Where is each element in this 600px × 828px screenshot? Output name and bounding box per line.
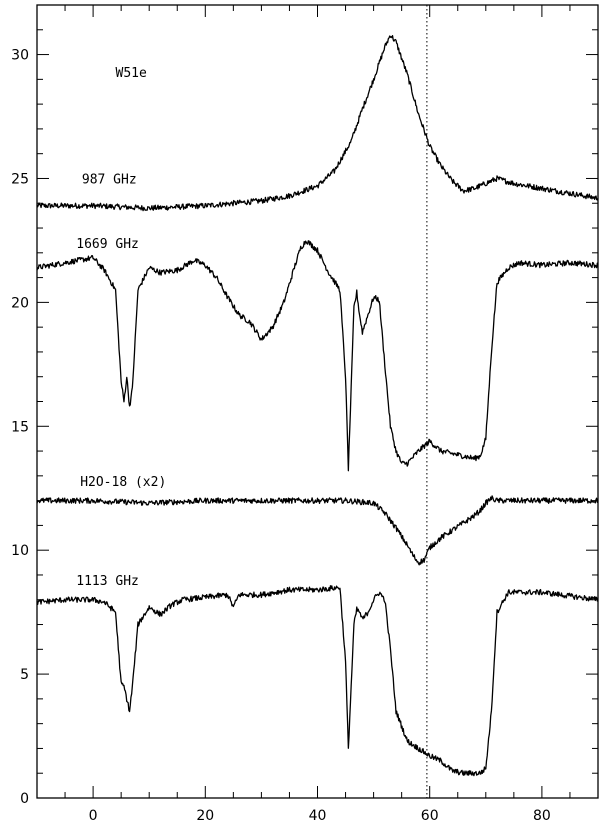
y-tick-label: 15 [11,419,29,435]
axis-ticks [36,4,599,799]
annotation-4: 1113 GHz [76,574,139,589]
x-tick-label: 40 [309,808,327,824]
y-tick-label: 25 [11,171,29,187]
y-tick-label: 20 [11,295,29,311]
annotation-0: W51e [116,66,147,81]
x-tick-label: 20 [196,808,214,824]
spectrum-trace-1 [36,240,599,472]
x-tick-label: 0 [89,808,98,824]
x-tick-label: 80 [533,808,551,824]
annotation-3: H2O-18 (x2) [80,475,166,490]
spectrum-traces [36,34,599,777]
x-tick-label: 60 [421,808,439,824]
annotation-2: 1669 GHz [76,237,139,252]
y-tick-label: 5 [20,667,29,683]
annotation-1: 987 GHz [82,172,137,187]
spectrum-trace-3 [36,585,599,777]
spectrum-trace-2 [36,495,599,566]
y-tick-label: 0 [20,791,29,807]
y-tick-label: 10 [11,543,29,559]
y-tick-label: 30 [11,48,29,64]
spectrum-trace-0 [36,34,599,212]
axis-tick-labels: 0 20 40 60 80 0 5 10 15 20 25 30 [11,48,551,824]
